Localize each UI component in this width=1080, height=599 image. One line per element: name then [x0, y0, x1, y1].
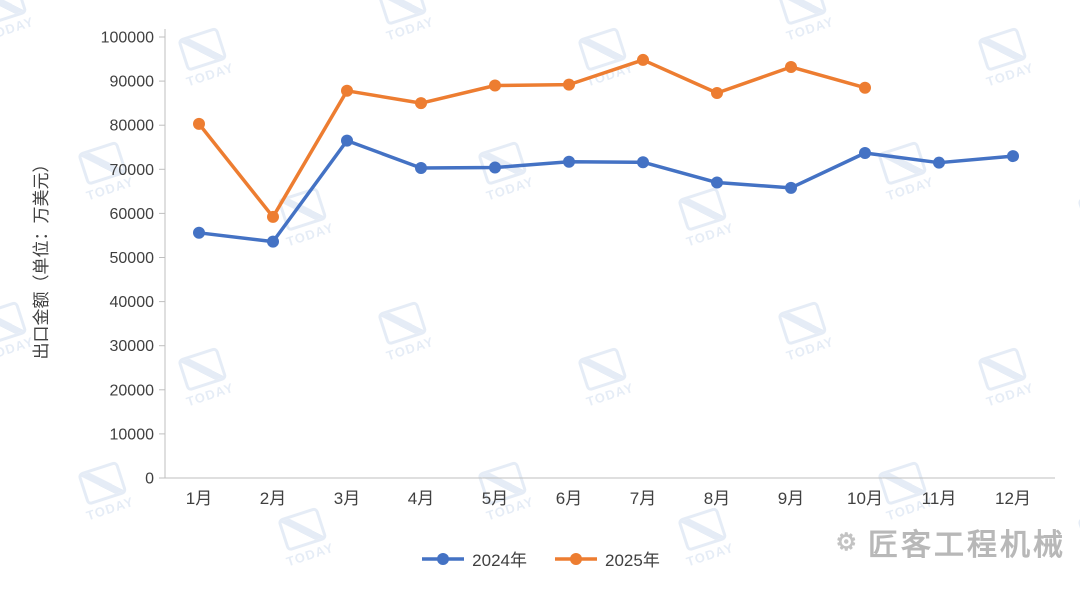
y-tick-label: 100000: [101, 30, 154, 47]
data-point: [267, 210, 279, 223]
data-point: [341, 84, 353, 97]
y-tick-label: 90000: [110, 74, 155, 91]
data-point: [267, 235, 279, 248]
x-tick-label: 12月: [995, 489, 1031, 508]
data-point: [785, 181, 797, 194]
y-tick-label: 50000: [110, 250, 155, 267]
y-tick-label: 70000: [110, 162, 155, 179]
data-point: [1007, 150, 1019, 163]
data-point: [193, 226, 205, 239]
legend-label: 2024年: [472, 551, 527, 570]
data-point: [489, 79, 501, 92]
series-2024年: [193, 134, 1019, 248]
series-2025年: [193, 53, 871, 223]
x-tick-label: 1月: [186, 489, 212, 508]
x-tick-label: 4月: [408, 489, 434, 508]
x-tick-label: 9月: [778, 489, 804, 508]
y-tick-label: 10000: [110, 426, 155, 443]
x-tick-label: 8月: [704, 489, 730, 508]
y-tick-label: 40000: [110, 294, 155, 311]
data-point: [193, 117, 205, 130]
legend-item-2024年: 2024年: [420, 546, 527, 571]
x-tick-label: 10月: [847, 489, 883, 508]
x-tick-label: 3月: [334, 489, 360, 508]
brand-watermark-text: 匠客工程机械: [868, 529, 1066, 562]
x-tick-label: 7月: [630, 489, 656, 508]
data-point: [415, 97, 427, 110]
x-tick-label: 2月: [260, 489, 286, 508]
brand-logo-icon: ⚙: [835, 528, 860, 556]
x-tick-label: 11月: [922, 489, 957, 508]
x-tick-label: 5月: [482, 489, 508, 508]
data-point: [489, 161, 501, 174]
data-point: [711, 176, 723, 189]
data-point: [563, 155, 575, 168]
y-tick-label: 60000: [110, 206, 155, 223]
chart-legend: 2024年 2025年: [0, 546, 1080, 571]
y-tick-label: 0: [145, 471, 154, 488]
legend-marker-icon: [555, 552, 597, 565]
data-point: [637, 156, 649, 169]
legend-label: 2025年: [605, 551, 660, 570]
data-point: [341, 134, 353, 147]
y-tick-label: 30000: [110, 338, 155, 355]
y-tick-label: 80000: [110, 118, 155, 135]
legend-marker-icon: [422, 552, 465, 565]
data-point: [637, 53, 649, 66]
axes: 0 10000 20000 30000 40000 50000 60000 70000 8000…: [101, 29, 1055, 508]
data-point: [933, 156, 945, 169]
data-point: [859, 146, 871, 159]
data-point: [711, 87, 723, 100]
legend-item-2025年: 2025年: [553, 546, 660, 571]
x-tick-label: 6月: [556, 489, 582, 508]
data-point: [859, 81, 871, 94]
y-tick-label: 20000: [110, 382, 155, 399]
data-point: [563, 78, 575, 91]
y-axis-title: 出口金额（单位：万美元）: [32, 156, 51, 360]
data-point: [785, 60, 797, 73]
brand-watermark: ⚙ 匠客工程机械: [835, 520, 1066, 564]
export-amount-line-chart: 0 10000 20000 30000 40000 50000 60000 70000 8000…: [32, 29, 1055, 508]
data-point: [415, 161, 427, 174]
